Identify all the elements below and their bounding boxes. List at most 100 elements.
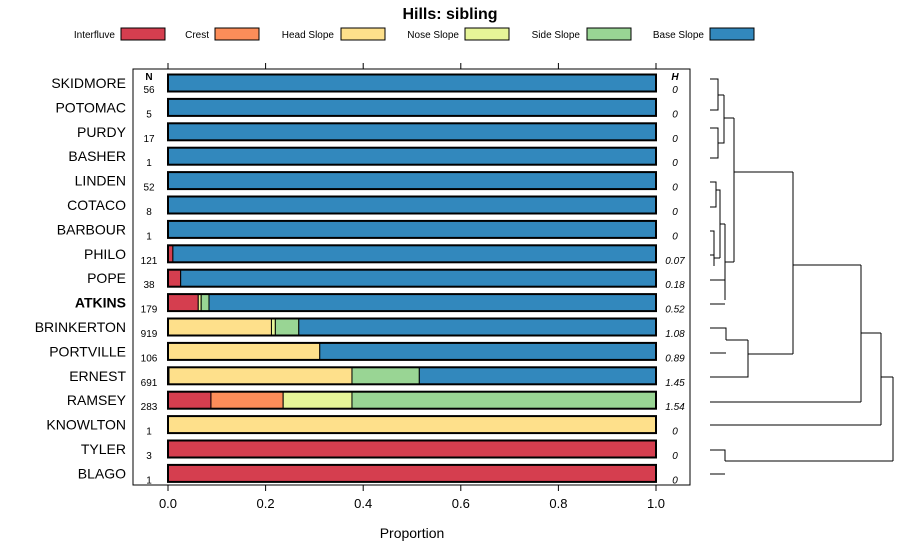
- bar-segment-pope-base-slope: [180, 269, 657, 288]
- bar-segment-ramsey-crest: [210, 391, 284, 410]
- legend-swatch-interfluve: [120, 27, 166, 41]
- bar-outline-ramsey: [167, 390, 657, 410]
- bar-segment-atkins-side-slope: [200, 293, 210, 312]
- row-label-basher: BASHER: [68, 148, 126, 164]
- bar-segment-portville-base-slope: [319, 342, 657, 361]
- row-h-knowlton: 0: [672, 427, 678, 438]
- bar-segment-cotaco-base-slope: [167, 196, 657, 214]
- bar-segment-purdy-base-slope: [167, 122, 657, 141]
- row-n-brinkerton: 919: [141, 329, 158, 340]
- row-h-skidmore: 0: [672, 85, 678, 96]
- bar-segment-barbour-base-slope: [167, 220, 657, 239]
- row-n-cotaco: 8: [146, 207, 152, 218]
- n-column-header: N: [145, 72, 152, 83]
- bar-segment-brinkerton-base-slope: [298, 318, 657, 336]
- row-label-blago: BLAGO: [78, 465, 126, 481]
- legend: Interfluve Crest Head Slope Nose Slope Side …: [74, 27, 755, 41]
- bar-outline-knowlton: [167, 415, 657, 435]
- row-label-purdy: PURDY: [77, 124, 127, 140]
- row-n-atkins: 179: [141, 305, 158, 316]
- row-h-blago: 0: [672, 475, 678, 486]
- row-n-ernest: 691: [141, 378, 158, 389]
- row-label-brinkerton: BRINKERTON: [35, 319, 126, 335]
- plot-panel: [132, 68, 691, 486]
- row-n-knowlton: 1: [146, 427, 152, 438]
- legend-label-crest: Crest: [185, 30, 209, 41]
- bar-outline-basher: [167, 146, 657, 166]
- bar-segment-atkins-interfluve: [167, 293, 199, 312]
- bar-rows: SKIDMORE 56 0 POTOMAC 5 0 PURDY 17 0 BASHER 1 0 LIND…: [35, 73, 685, 486]
- dendrogram-branch-3: [710, 127, 719, 143]
- dendrogram-branch-24: [710, 340, 749, 378]
- row-n-pope: 38: [143, 280, 155, 291]
- bar-segment-pope-interfluve: [167, 269, 182, 288]
- bar-segment-brinkerton-side-slope: [274, 318, 300, 336]
- bar-segment-philo-base-slope: [172, 244, 657, 263]
- chart-title: Hills: sibling: [402, 6, 497, 23]
- row-n-basher: 1: [146, 158, 152, 169]
- bar-segment-ramsey-side-slope: [351, 391, 657, 410]
- dendrogram-branch-35: [710, 449, 726, 461]
- row-h-philo: 0.07: [665, 256, 685, 267]
- row-h-potomac: 0: [672, 109, 678, 120]
- bar-outline-ernest: [167, 366, 657, 386]
- dendrogram: [710, 78, 894, 475]
- bar-segment-skidmore-base-slope: [167, 74, 657, 92]
- x-axis: 0.0 0.2 0.4 0.6 0.8 1.0: [159, 63, 665, 511]
- bar-outline-skidmore: [167, 73, 657, 93]
- row-n-linden: 52: [143, 183, 155, 194]
- dendrogram-branch-0: [710, 78, 719, 95]
- bar-segment-basher-base-slope: [167, 147, 657, 166]
- dendrogram-branch-1: [710, 95, 719, 111]
- legend-label-side-slope: Side Slope: [532, 30, 581, 41]
- bar-outline-portville: [167, 341, 657, 361]
- legend-label-nose-slope: Nose Slope: [407, 30, 459, 41]
- bar-segment-ramsey-interfluve: [167, 391, 212, 410]
- bar-segment-atkins-base-slope: [208, 293, 657, 312]
- bar-segment-portville-head-slope: [167, 342, 321, 361]
- bar-segment-brinkerton-head-slope: [167, 318, 272, 336]
- bar-outline-philo: [167, 244, 657, 264]
- bar-outline-barbour: [167, 219, 657, 239]
- row-h-ernest: 1.45: [665, 378, 685, 389]
- bar-segment-ernest-side-slope: [351, 366, 420, 385]
- row-label-linden: LINDEN: [75, 173, 126, 189]
- row-label-knowlton: KNOWLTON: [46, 417, 126, 433]
- row-h-basher: 0: [672, 158, 678, 169]
- dendrogram-branch-14: [716, 189, 721, 258]
- row-label-portville: PORTVILLE: [49, 343, 126, 359]
- row-h-ramsey: 1.54: [665, 402, 685, 413]
- row-label-skidmore: SKIDMORE: [51, 75, 126, 91]
- bar-outline-pope: [167, 268, 657, 288]
- row-label-ernest: ERNEST: [69, 368, 126, 384]
- legend-label-head-slope: Head Slope: [282, 30, 335, 41]
- bar-segment-knowlton-head-slope: [167, 415, 657, 434]
- row-n-skidmore: 56: [143, 85, 155, 96]
- dendrogram-branch-11: [710, 254, 715, 266]
- bar-segment-blago-interfluve: [167, 464, 657, 483]
- dendrogram-branch-10: [710, 230, 715, 249]
- bar-outline-purdy: [167, 122, 657, 142]
- dendrogram-branch-9: [710, 190, 717, 208]
- dendrogram-branch-8: [710, 181, 717, 190]
- x-tick-label-3: 0.6: [452, 496, 470, 511]
- row-n-tyler: 3: [146, 451, 152, 462]
- legend-label-base-slope: Base Slope: [653, 30, 705, 41]
- row-n-blago: 1: [146, 475, 152, 486]
- bar-segment-tyler-interfluve: [167, 440, 657, 458]
- legend-swatch-head-slope: [340, 27, 386, 41]
- bar-outline-linden: [167, 171, 657, 191]
- legend-swatch-side-slope: [586, 27, 632, 41]
- row-h-brinkerton: 1.08: [665, 329, 685, 340]
- x-tick-label-0: 0.0: [159, 496, 177, 511]
- dendrogram-branch-4: [710, 143, 719, 159]
- row-n-barbour: 1: [146, 231, 152, 242]
- x-tick-label-1: 0.2: [257, 496, 275, 511]
- bar-segment-potomac-base-slope: [167, 98, 657, 117]
- bar-outline-atkins: [167, 293, 657, 313]
- legend-swatch-base-slope: [709, 27, 755, 41]
- row-label-pope: POPE: [87, 270, 126, 286]
- row-n-potomac: 5: [146, 109, 152, 120]
- x-tick-label-2: 0.4: [354, 496, 372, 511]
